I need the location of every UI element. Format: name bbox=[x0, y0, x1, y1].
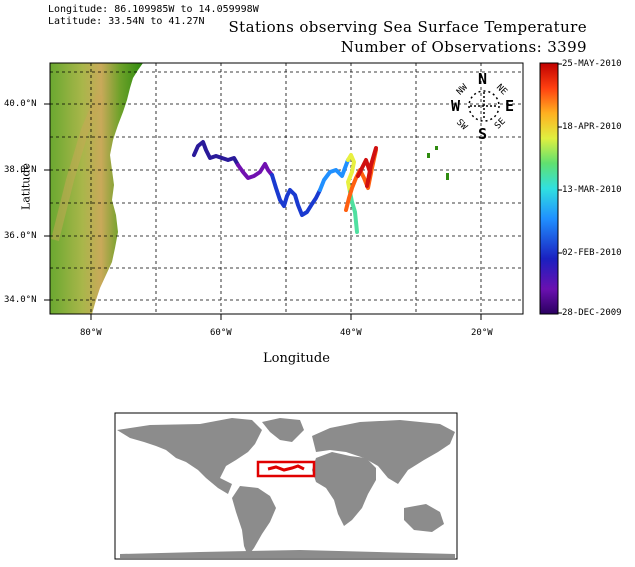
island bbox=[435, 146, 438, 150]
island bbox=[427, 153, 430, 158]
eurasia bbox=[312, 420, 455, 484]
greenland bbox=[262, 418, 304, 442]
latitude-range-text: Latitude: 33.54N to 41.27N bbox=[48, 16, 205, 27]
colorbar-label: 28-DEC-2009 bbox=[562, 308, 622, 318]
map-subtitle: Number of Observations: 3399 bbox=[340, 38, 587, 56]
y-axis-label: Latitude bbox=[19, 163, 33, 210]
y-tick-label: 36.0°N bbox=[4, 231, 37, 241]
compass-label-w: W bbox=[451, 97, 461, 115]
colorbar-label: 18-APR-2010 bbox=[562, 122, 622, 132]
y-tick-label: 38.0°N bbox=[4, 165, 37, 175]
south-america bbox=[232, 486, 276, 556]
australia bbox=[404, 504, 444, 532]
mountain-ridge bbox=[51, 93, 104, 241]
compass-rose bbox=[468, 90, 500, 122]
compass-label-e: E bbox=[505, 97, 515, 115]
inset-land bbox=[117, 418, 455, 558]
compass-label-s: S bbox=[478, 125, 488, 143]
x-axis-label: Longitude bbox=[263, 351, 330, 366]
longitude-range-text: Longitude: 86.109985W to 14.059998W bbox=[48, 4, 259, 15]
compass-circle bbox=[468, 90, 500, 122]
y-tick-label: 40.0°N bbox=[4, 99, 37, 109]
compass-label-n: N bbox=[478, 70, 488, 88]
x-tick-label: 80°W bbox=[80, 328, 102, 338]
x-tick-label: 60°W bbox=[210, 328, 232, 338]
antarctica bbox=[120, 550, 455, 558]
plot-frame bbox=[49, 62, 524, 315]
station-track bbox=[192, 140, 378, 234]
coastline-land bbox=[50, 63, 143, 314]
africa bbox=[312, 452, 376, 526]
colorbar-label: 02-FEB-2010 bbox=[562, 248, 622, 258]
map-title: Stations observing Sea Surface Temperatu… bbox=[228, 18, 587, 36]
colorbar-label: 13-MAR-2010 bbox=[562, 185, 622, 195]
grid bbox=[50, 63, 523, 314]
x-tick-label: 20°W bbox=[471, 328, 493, 338]
plot-background bbox=[50, 63, 523, 314]
island bbox=[446, 173, 449, 180]
axis-ticks bbox=[44, 103, 482, 320]
colorbar-ticks bbox=[558, 63, 562, 314]
north-america bbox=[117, 418, 262, 494]
colorbar-label: 25-MAY-2010 bbox=[562, 59, 622, 69]
colorbar-scale bbox=[539, 62, 559, 315]
inset-highlight-box bbox=[256, 460, 316, 478]
inset-track bbox=[267, 464, 305, 472]
x-tick-label: 40°W bbox=[340, 328, 362, 338]
y-tick-label: 34.0°N bbox=[4, 295, 37, 305]
